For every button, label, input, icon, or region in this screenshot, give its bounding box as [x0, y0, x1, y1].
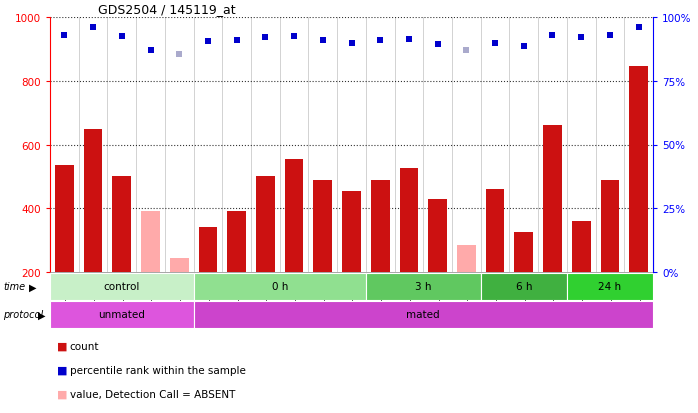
Text: ■: ■ — [57, 389, 68, 399]
Text: 3 h: 3 h — [415, 282, 431, 292]
Bar — [313, 180, 332, 272]
Bar — [256, 177, 275, 272]
Bar — [457, 245, 476, 272]
Bar — [170, 258, 188, 272]
Bar — [342, 191, 361, 272]
Text: value, Detection Call = ABSENT: value, Detection Call = ABSENT — [70, 389, 235, 399]
Text: percentile rank within the sample: percentile rank within the sample — [70, 365, 246, 375]
Bar — [84, 129, 103, 272]
Bar — [600, 180, 619, 272]
Text: unmated: unmated — [98, 310, 145, 320]
Text: 6 h: 6 h — [516, 282, 532, 292]
Text: ■: ■ — [57, 365, 68, 375]
Bar — [429, 199, 447, 272]
Bar — [572, 221, 591, 272]
Bar — [481, 273, 567, 300]
Bar — [55, 166, 74, 272]
Bar — [514, 233, 533, 272]
Text: 24 h: 24 h — [598, 282, 621, 292]
Bar — [50, 301, 193, 328]
Text: control: control — [103, 282, 140, 292]
Bar — [285, 159, 304, 272]
Bar — [486, 190, 505, 272]
Text: ▶: ▶ — [29, 282, 37, 292]
Text: protocol: protocol — [3, 310, 44, 320]
Bar — [112, 177, 131, 272]
Bar — [141, 212, 160, 272]
Text: 0 h: 0 h — [272, 282, 288, 292]
Text: time: time — [3, 282, 26, 292]
Bar — [228, 212, 246, 272]
Bar — [371, 180, 389, 272]
Bar — [366, 273, 481, 300]
Text: ■: ■ — [57, 341, 68, 351]
Text: count: count — [70, 341, 99, 351]
Text: ▶: ▶ — [38, 310, 46, 320]
Text: mated: mated — [406, 310, 440, 320]
Bar — [630, 67, 648, 272]
Bar — [567, 273, 653, 300]
Bar — [399, 169, 418, 272]
Bar — [193, 273, 366, 300]
Bar — [543, 126, 562, 272]
Text: GDS2504 / 145119_at: GDS2504 / 145119_at — [98, 3, 236, 16]
Bar — [199, 228, 217, 272]
Bar — [50, 273, 193, 300]
Bar — [193, 301, 653, 328]
